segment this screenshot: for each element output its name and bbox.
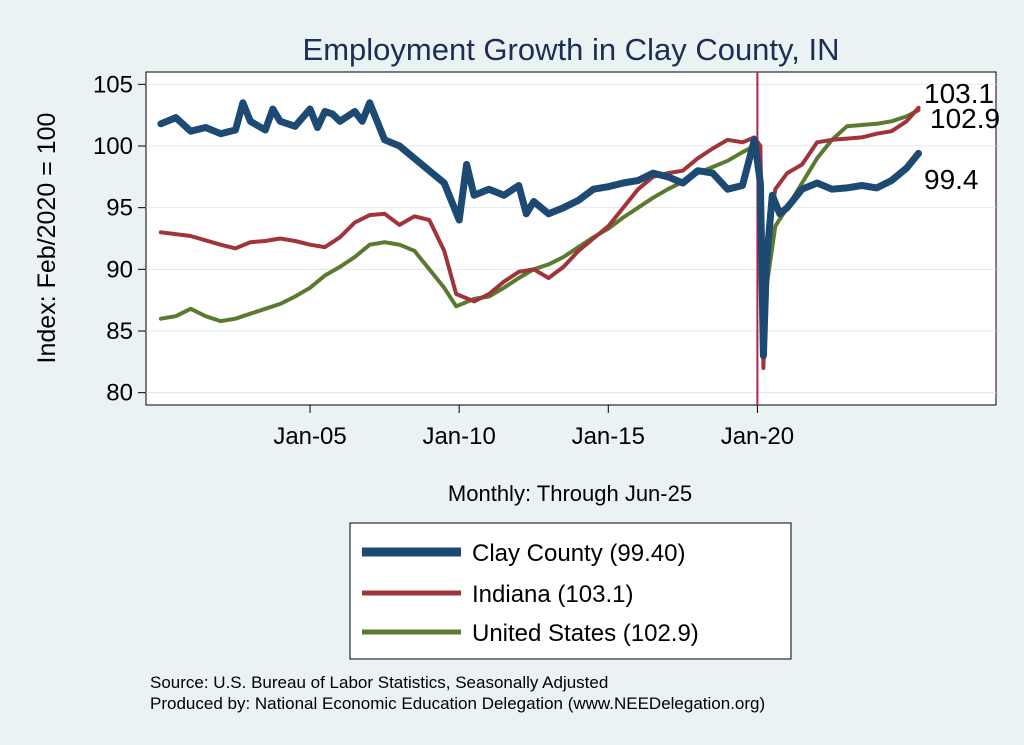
x-tick-label: Jan-05 xyxy=(273,423,346,450)
x-axis-ticks: Jan-05 Jan-10 Jan-15 Jan-20 xyxy=(273,405,794,450)
series-lines xyxy=(157,99,922,370)
end-label-us: 102.9 xyxy=(930,103,1000,134)
series-line-clay xyxy=(157,99,922,360)
legend-label-us: United States (102.9) xyxy=(472,620,699,647)
producer-note: Produced by: National Economic Education… xyxy=(150,694,765,713)
legend-label-indiana: Indiana (103.1) xyxy=(472,581,633,608)
legend-label-clay: Clay County (99.40) xyxy=(472,540,685,567)
y-axis-ticks: 80 85 90 95 100 105 xyxy=(93,71,146,407)
y-tick-label: 95 xyxy=(106,195,133,222)
x-tick-label: Jan-20 xyxy=(721,423,794,450)
y-tick-label: 90 xyxy=(106,256,133,283)
source-note: Source: U.S. Bureau of Labor Statistics,… xyxy=(150,673,608,692)
x-axis-title: Monthly: Through Jun-25 xyxy=(448,481,692,506)
series-line-indiana xyxy=(158,105,921,370)
y-tick-label: 100 xyxy=(93,133,133,160)
y-tick-label: 85 xyxy=(106,318,133,345)
y-tick-label: 105 xyxy=(93,71,133,98)
legend-box xyxy=(349,522,792,660)
x-tick-label: Jan-10 xyxy=(422,423,495,450)
y-axis-title: Index: Feb/2020 = 100 xyxy=(33,113,61,364)
end-label-indiana: 103.1 xyxy=(924,78,994,109)
y-tick-label: 80 xyxy=(106,380,133,407)
x-tick-label: Jan-15 xyxy=(572,423,645,450)
legend: Clay County (99.40) Indiana (103.1) Unit… xyxy=(349,522,792,660)
end-label-clay: 99.4 xyxy=(924,164,979,195)
chart-title: Employment Growth in Clay County, IN xyxy=(303,32,840,67)
y-gridlines xyxy=(146,83,996,394)
